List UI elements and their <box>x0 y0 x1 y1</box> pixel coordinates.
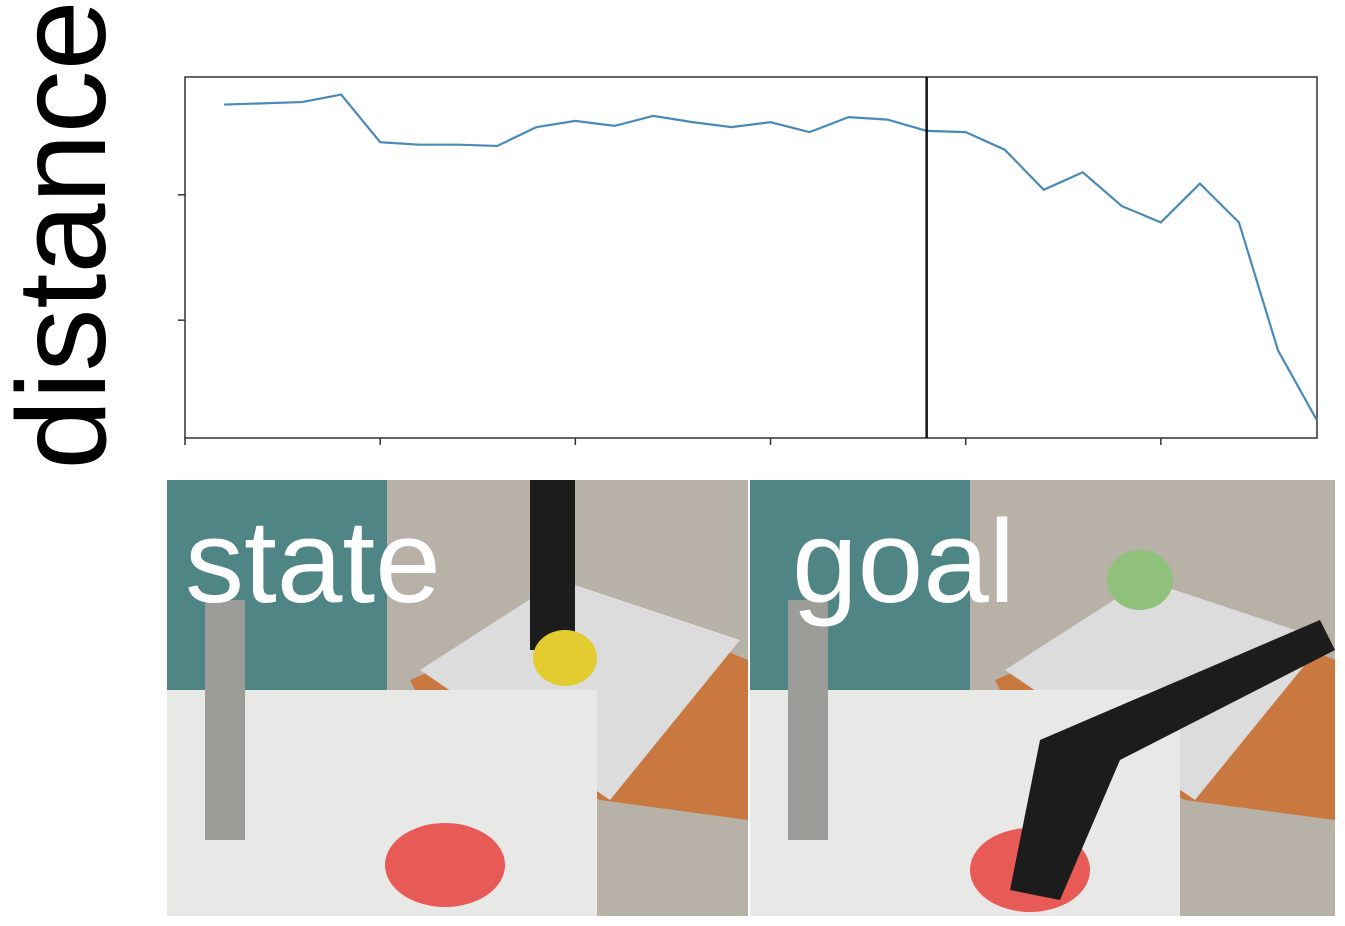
lemon <box>533 630 597 686</box>
cabbage <box>1107 550 1173 610</box>
faucet <box>788 600 828 840</box>
plate <box>385 823 505 907</box>
plot-frame <box>184 76 1318 439</box>
faucet <box>205 600 245 840</box>
robot-arm <box>530 480 575 650</box>
state-photo <box>167 480 748 916</box>
y-axis-label: distance <box>0 0 132 469</box>
robot-arm <box>1010 620 1335 900</box>
data-line <box>223 93 1318 421</box>
goal-photo <box>750 480 1335 916</box>
panel-label: goal <box>792 496 1015 628</box>
panel-label: state <box>185 496 441 628</box>
